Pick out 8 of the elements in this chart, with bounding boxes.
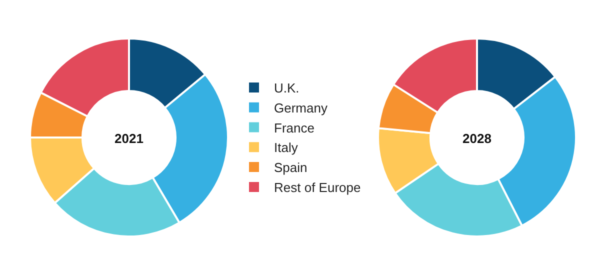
legend-label: France: [274, 120, 314, 136]
legend-label: Germany: [274, 100, 328, 116]
legend-label: Spain: [274, 160, 308, 176]
slice-label: 2028: [462, 131, 492, 146]
legend-label: U.K.: [274, 80, 300, 96]
slice-label: 2021: [114, 131, 144, 146]
legend-label: Rest of Europe: [274, 180, 361, 196]
legend-label: Italy: [274, 140, 298, 156]
